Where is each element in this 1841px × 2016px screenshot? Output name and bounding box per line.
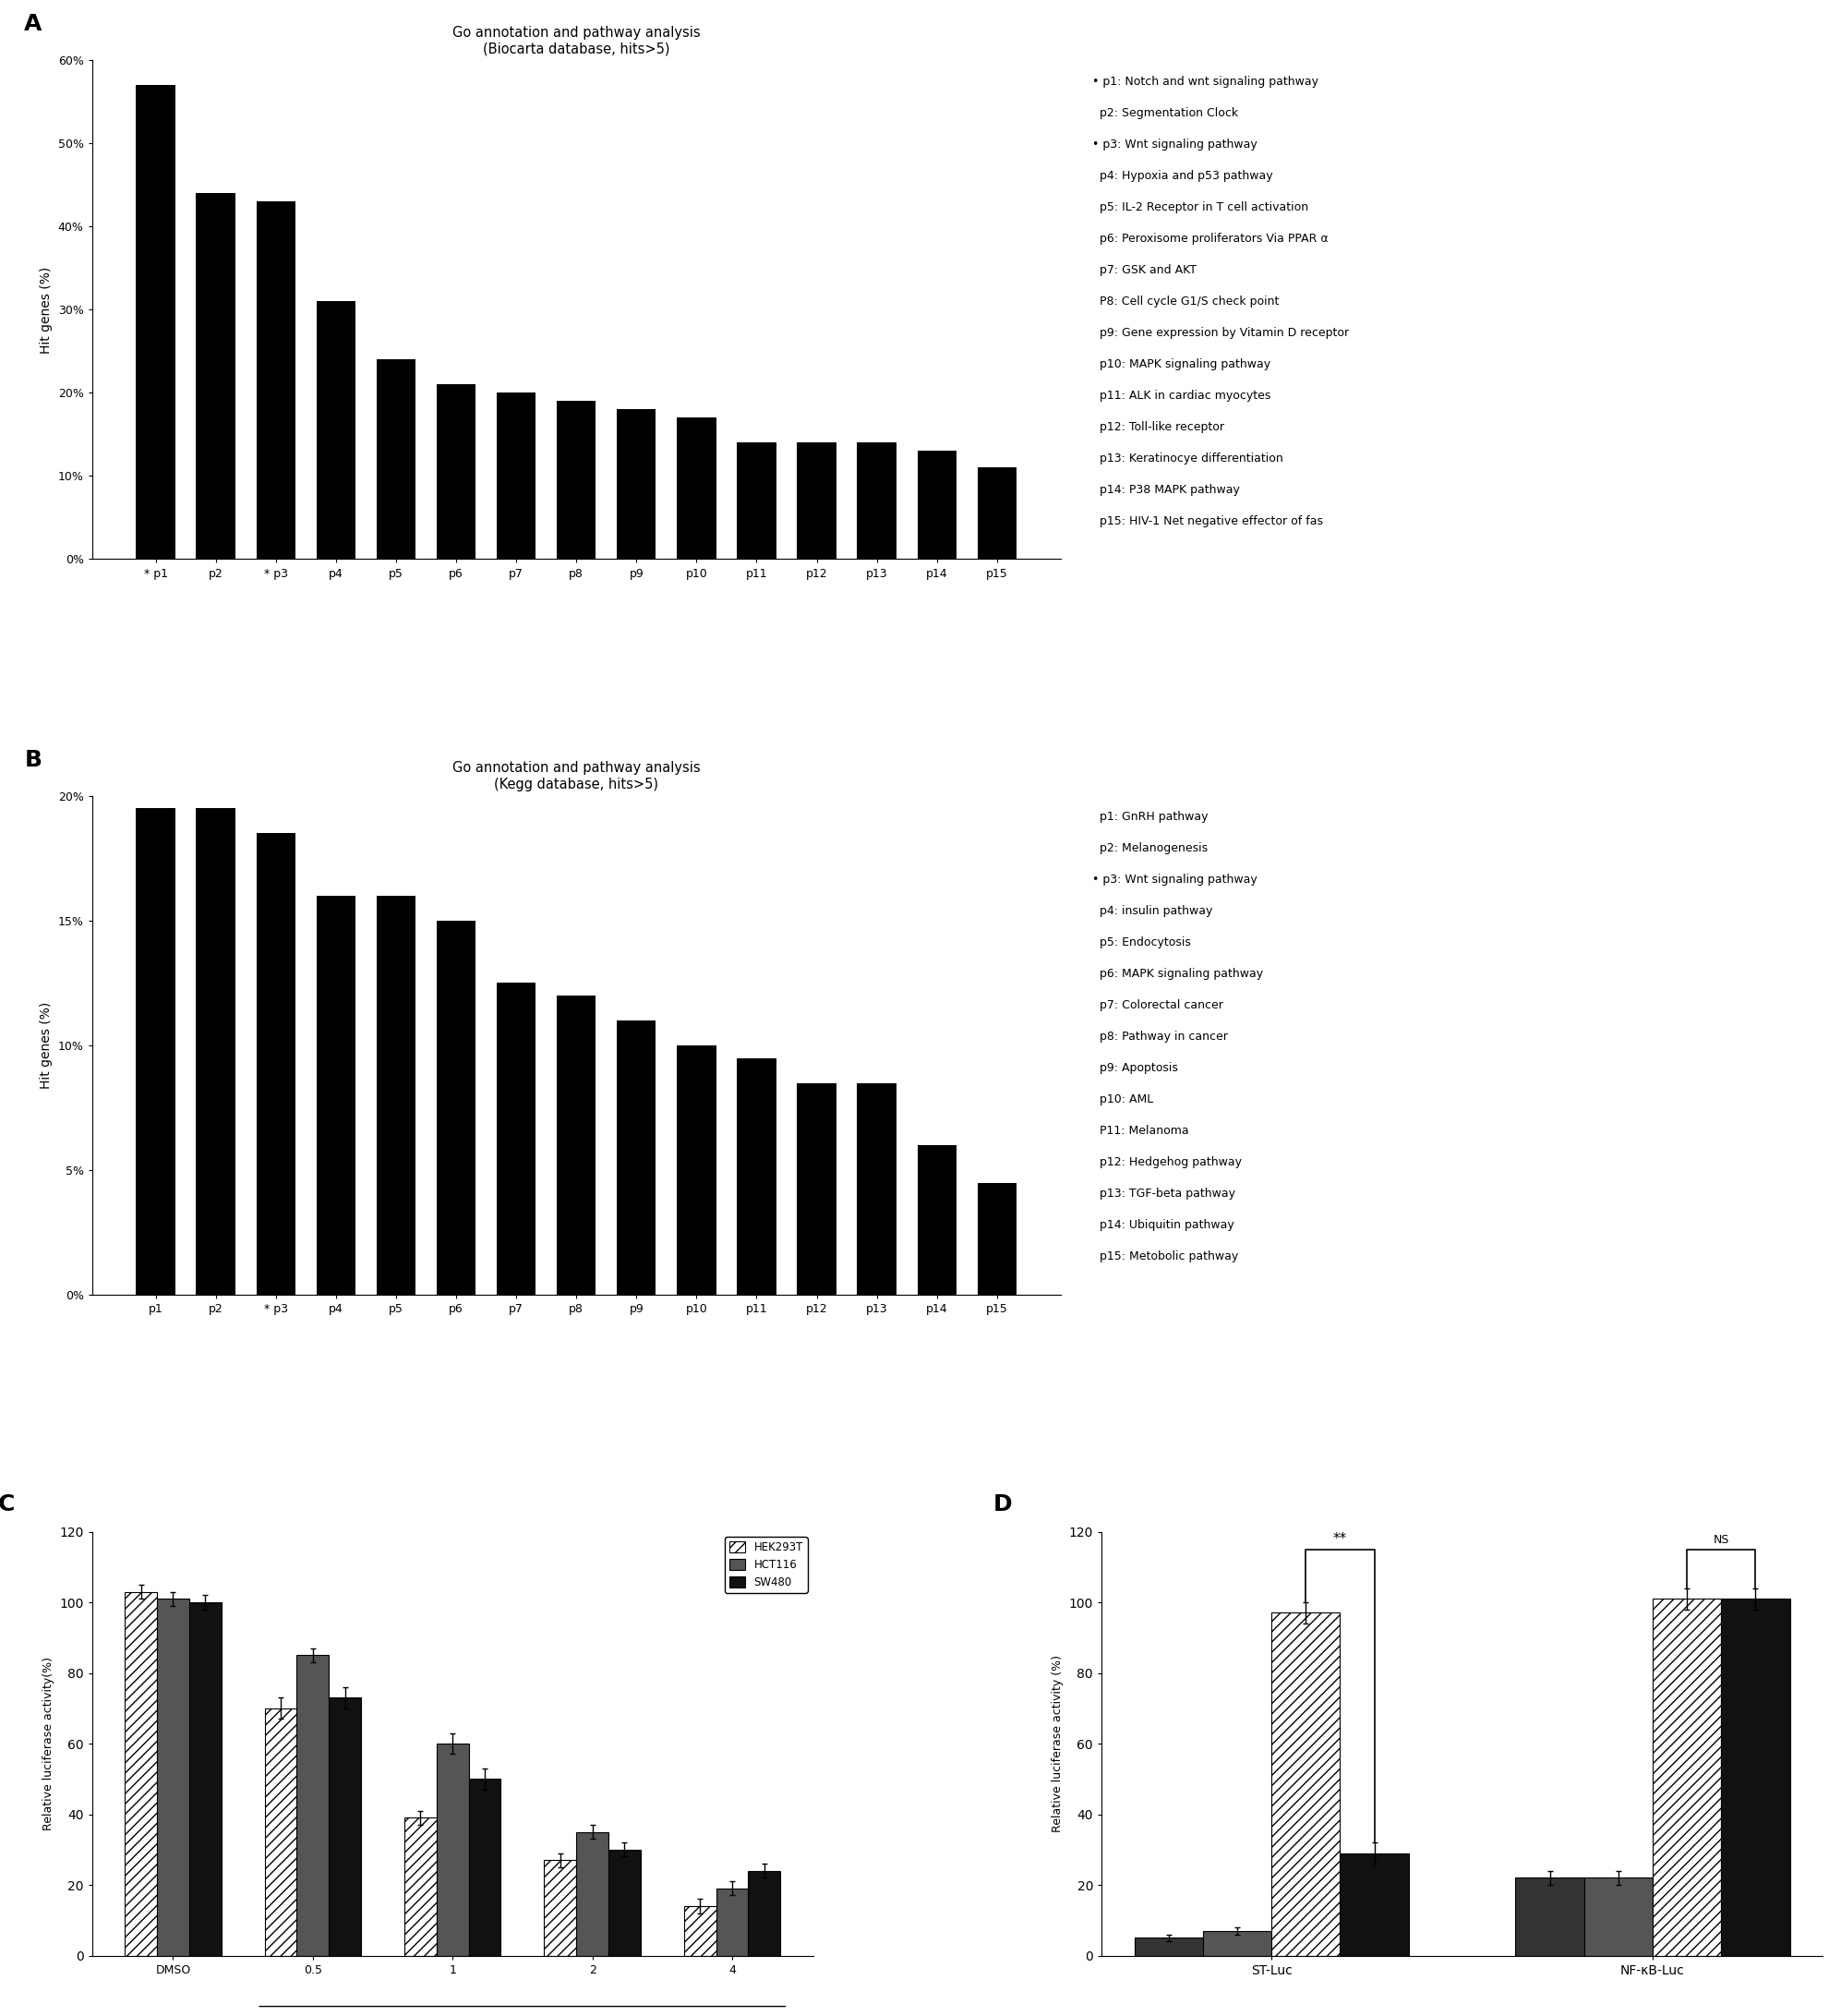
Text: • p3: Wnt signaling pathway: • p3: Wnt signaling pathway xyxy=(1092,873,1257,885)
Text: P11: Melanoma: P11: Melanoma xyxy=(1092,1125,1189,1137)
Bar xyxy=(677,417,716,558)
Y-axis label: Relative luciferase activity (%): Relative luciferase activity (%) xyxy=(1051,1655,1064,1833)
Bar xyxy=(265,1708,296,1956)
Bar xyxy=(917,1145,955,1294)
Text: p5: IL-2 Receptor in T cell activation: p5: IL-2 Receptor in T cell activation xyxy=(1092,202,1309,214)
Text: p8: Pathway in cancer: p8: Pathway in cancer xyxy=(1092,1030,1228,1042)
Y-axis label: Hit genes (%): Hit genes (%) xyxy=(41,266,53,353)
Bar xyxy=(683,1905,716,1956)
Bar xyxy=(469,1778,501,1956)
Text: p15: Metobolic pathway: p15: Metobolic pathway xyxy=(1092,1250,1239,1262)
Bar xyxy=(256,202,295,558)
Bar xyxy=(376,359,416,558)
Bar xyxy=(136,808,175,1294)
Bar xyxy=(1583,1877,1653,1956)
Bar xyxy=(256,833,295,1294)
Bar xyxy=(1340,1853,1408,1956)
Bar xyxy=(317,895,355,1294)
Bar xyxy=(736,1058,777,1294)
Bar xyxy=(747,1871,781,1956)
Bar xyxy=(197,194,236,558)
Bar xyxy=(136,85,175,558)
Text: p9: Gene expression by Vitamin D receptor: p9: Gene expression by Vitamin D recepto… xyxy=(1092,327,1349,339)
Text: p13: Keratinocye differentiation: p13: Keratinocye differentiation xyxy=(1092,452,1283,464)
Bar xyxy=(617,409,655,558)
Text: **: ** xyxy=(1333,1532,1348,1546)
Bar xyxy=(497,984,536,1294)
Bar xyxy=(1134,1937,1202,1956)
Bar xyxy=(436,921,475,1294)
Bar xyxy=(125,1593,156,1956)
Text: A: A xyxy=(24,12,42,34)
Text: p6: Peroxisome proliferators Via PPAR α: p6: Peroxisome proliferators Via PPAR α xyxy=(1092,232,1329,244)
Bar xyxy=(1721,1599,1789,1956)
Text: P8: Cell cycle G1/S check point: P8: Cell cycle G1/S check point xyxy=(1092,296,1279,306)
Bar xyxy=(156,1599,190,1956)
Text: C: C xyxy=(0,1494,15,1516)
Bar xyxy=(497,393,536,558)
Bar xyxy=(716,1889,747,1956)
Bar xyxy=(978,468,1016,558)
Bar xyxy=(330,1697,361,1956)
Text: D: D xyxy=(994,1494,1013,1516)
Bar xyxy=(1272,1613,1340,1956)
Bar xyxy=(317,302,355,558)
Text: p2: Melanogenesis: p2: Melanogenesis xyxy=(1092,843,1208,855)
Bar xyxy=(608,1849,641,1956)
Bar xyxy=(436,1744,469,1956)
Text: NS: NS xyxy=(1714,1534,1729,1546)
Text: p12: Hedgehog pathway: p12: Hedgehog pathway xyxy=(1092,1157,1243,1169)
Bar xyxy=(1202,1931,1272,1956)
Text: p9: Apoptosis: p9: Apoptosis xyxy=(1092,1062,1178,1075)
Bar xyxy=(436,385,475,558)
Title: Go annotation and pathway analysis
(Kegg database, hits>5): Go annotation and pathway analysis (Kegg… xyxy=(453,762,700,790)
Text: p12: Toll-like receptor: p12: Toll-like receptor xyxy=(1092,421,1224,433)
Bar xyxy=(296,1655,330,1956)
Bar xyxy=(736,444,777,558)
Text: p13: TGF-beta pathway: p13: TGF-beta pathway xyxy=(1092,1187,1235,1200)
Bar xyxy=(797,1083,836,1294)
Bar xyxy=(376,895,416,1294)
Title: Go annotation and pathway analysis
(Biocarta database, hits>5): Go annotation and pathway analysis (Bioc… xyxy=(453,26,700,56)
Bar xyxy=(197,808,236,1294)
Text: p7: GSK and AKT: p7: GSK and AKT xyxy=(1092,264,1197,276)
Text: B: B xyxy=(24,748,42,770)
Text: p4: insulin pathway: p4: insulin pathway xyxy=(1092,905,1213,917)
Y-axis label: Hit genes (%): Hit genes (%) xyxy=(41,1002,53,1089)
Bar xyxy=(917,452,955,558)
Bar xyxy=(556,996,596,1294)
Text: p7: Colorectal cancer: p7: Colorectal cancer xyxy=(1092,1000,1224,1012)
Legend: HEK293T, HCT116, SW480: HEK293T, HCT116, SW480 xyxy=(725,1536,808,1593)
Text: p6: MAPK signaling pathway: p6: MAPK signaling pathway xyxy=(1092,968,1263,980)
Bar xyxy=(617,1020,655,1294)
Text: p14: Ubiquitin pathway: p14: Ubiquitin pathway xyxy=(1092,1220,1235,1232)
Bar xyxy=(858,444,897,558)
Bar xyxy=(677,1046,716,1294)
Bar xyxy=(858,1083,897,1294)
Y-axis label: Relative luciferase activity(%): Relative luciferase activity(%) xyxy=(42,1657,53,1831)
Text: p15: HIV-1 Net negative effector of fas: p15: HIV-1 Net negative effector of fas xyxy=(1092,516,1324,528)
Bar xyxy=(978,1183,1016,1294)
Text: p5: Endocytosis: p5: Endocytosis xyxy=(1092,937,1191,950)
Bar xyxy=(1653,1599,1721,1956)
Text: • p3: Wnt signaling pathway: • p3: Wnt signaling pathway xyxy=(1092,139,1257,151)
Bar xyxy=(405,1818,436,1956)
Bar xyxy=(1515,1877,1583,1956)
Text: p2: Segmentation Clock: p2: Segmentation Clock xyxy=(1092,107,1239,119)
Text: • p1: Notch and wnt signaling pathway: • p1: Notch and wnt signaling pathway xyxy=(1092,75,1318,87)
Text: p10: AML: p10: AML xyxy=(1092,1095,1154,1107)
Bar xyxy=(556,401,596,558)
Bar xyxy=(576,1833,608,1956)
Text: p10: MAPK signaling pathway: p10: MAPK signaling pathway xyxy=(1092,359,1270,371)
Text: p4: Hypoxia and p53 pathway: p4: Hypoxia and p53 pathway xyxy=(1092,169,1274,181)
Text: p14: P38 MAPK pathway: p14: P38 MAPK pathway xyxy=(1092,484,1241,496)
Bar xyxy=(190,1603,221,1956)
Bar xyxy=(545,1861,576,1956)
Bar xyxy=(797,444,836,558)
Text: p11: ALK in cardiac myocytes: p11: ALK in cardiac myocytes xyxy=(1092,389,1270,401)
Text: p1: GnRH pathway: p1: GnRH pathway xyxy=(1092,810,1208,823)
